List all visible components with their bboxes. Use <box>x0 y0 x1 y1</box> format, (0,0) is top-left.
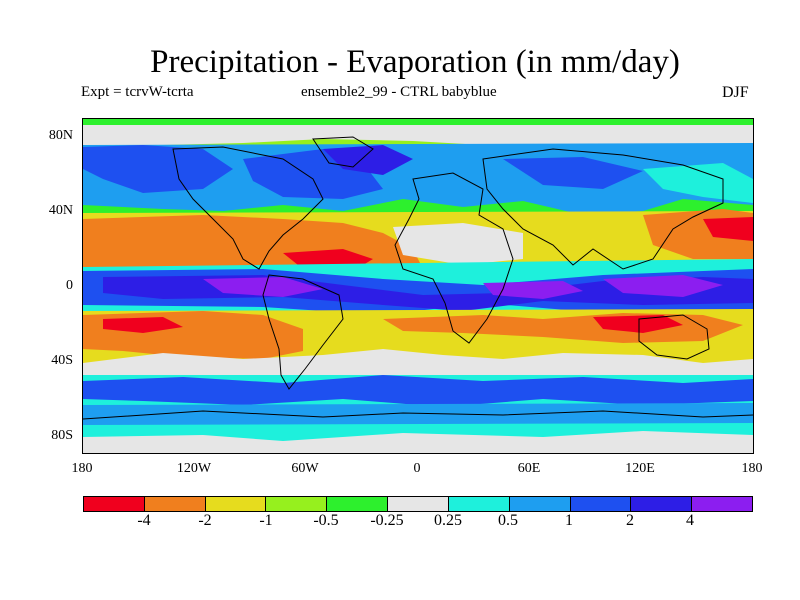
colorbar-segment <box>388 497 449 511</box>
antarctic-gray <box>83 431 753 453</box>
colorbar-label: 0.5 <box>498 512 518 529</box>
colorbar-segment <box>144 497 206 511</box>
colorbar-label: -1 <box>259 512 273 529</box>
lat-label-80s: 80S <box>51 428 73 443</box>
colorbar-segment <box>631 497 693 511</box>
lon-label-60w: 60W <box>291 461 319 476</box>
colorbar-segment <box>205 497 267 511</box>
colorbar-segment <box>84 497 145 511</box>
colorbar-label: 2 <box>626 512 634 529</box>
s-subtropical-red-w <box>103 317 183 333</box>
lat-label-40n: 40N <box>48 203 73 218</box>
lat-label-0: 0 <box>66 278 73 293</box>
plot-title: Precipitation - Evaporation (in mm/day) <box>150 44 680 80</box>
coast-asia <box>482 148 724 270</box>
map-panel <box>82 118 754 454</box>
coastlines <box>83 136 753 420</box>
lon-label-180w: 180 <box>71 461 93 476</box>
colorbar-segment <box>327 497 389 511</box>
lon-label-120e: 120E <box>625 461 655 476</box>
colorbar <box>83 496 753 512</box>
lon-label-120w: 120W <box>176 461 212 476</box>
coast-south-america <box>262 274 344 390</box>
pe-field-map <box>83 119 753 453</box>
coast-north-america <box>172 146 324 270</box>
colorbar-segment <box>509 497 571 511</box>
arctic-band <box>83 119 753 125</box>
northern-cyan <box>643 163 753 203</box>
southern-blue <box>83 375 753 407</box>
colorbar-segment <box>570 497 632 511</box>
season-label: DJF <box>722 84 749 101</box>
arctic-gray <box>83 125 753 149</box>
northern-blue-c <box>503 157 643 189</box>
colorbar-label: 4 <box>686 512 694 529</box>
experiment-label: Expt = tcrvW-tcrta <box>81 84 194 100</box>
southern-gray <box>83 349 753 381</box>
ensemble-label: ensemble2_99 - CTRL babyblue <box>301 84 497 100</box>
colorbar-label: -0.5 <box>313 512 339 529</box>
lat-label-80n: 80N <box>48 128 73 143</box>
itcz-violet <box>203 275 723 299</box>
lon-label-60e: 60E <box>517 461 541 476</box>
colorbar-segment <box>448 497 510 511</box>
coast-antarctica <box>83 410 753 420</box>
colorbar-label: -2 <box>198 512 212 529</box>
colorbar-segment <box>266 497 328 511</box>
lon-label-180e: 180 <box>741 461 763 476</box>
colorbar-label: -4 <box>137 512 151 529</box>
colorbar-label: -0.25 <box>370 512 404 529</box>
sahara-gray <box>393 223 523 265</box>
lat-label-40s: 40S <box>51 353 73 368</box>
colorbar-label: 1 <box>565 512 573 529</box>
s-subtropical-red-e <box>593 315 683 333</box>
lon-label-0: 0 <box>413 461 421 476</box>
coast-europe-africa <box>394 172 514 344</box>
northern-indigo <box>323 145 413 175</box>
northern-blue-a <box>83 145 233 193</box>
n-subtropical-red-e <box>703 217 753 241</box>
coast-greenland <box>312 136 374 168</box>
coast-australia <box>638 314 710 360</box>
colorbar-segment <box>692 497 752 511</box>
colorbar-label: 0.25 <box>434 512 462 529</box>
